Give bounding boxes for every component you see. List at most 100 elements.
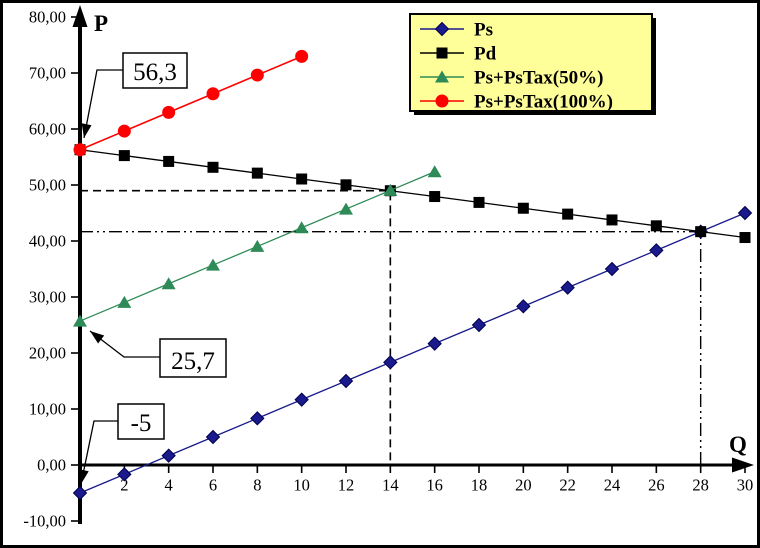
x-tick-label: 26 <box>648 476 665 495</box>
series-ps-pstax-50 <box>73 165 442 327</box>
annotation-56-3: 56,3 <box>81 52 188 139</box>
ps-marker <box>516 299 531 314</box>
pd-marker <box>517 202 529 214</box>
annotation-value: 56,3 <box>133 59 177 86</box>
x-tick-label: 6 <box>209 476 217 495</box>
ps-pstax-100-marker <box>250 68 264 82</box>
x-tick-label: 8 <box>253 476 261 495</box>
ps-line <box>79 212 746 494</box>
x-axis-arrow-icon <box>732 457 754 473</box>
y-tick-label: 80,00 <box>29 8 66 27</box>
ps-pstax-100-marker <box>162 105 176 119</box>
pd-marker <box>251 167 263 179</box>
axes: 80,00 70,00 60,00 50,00 40,00 30,00 2 0,00 10,00… <box>23 5 754 531</box>
legend: Ps Pd Ps+PsTax(50%) Ps+PsTax(100%) <box>409 13 656 115</box>
legend-item-ps-pstax-50: Ps+PsTax(50%) <box>420 68 603 89</box>
pd-marker <box>163 155 175 167</box>
annotation-arrow-icon <box>78 469 89 484</box>
legend-item-label: Ps+PsTax(100%) <box>474 92 613 113</box>
ps-marker <box>383 355 398 370</box>
x-tick-label: 24 <box>604 476 621 495</box>
ps-pstax-50-marker <box>383 183 398 196</box>
ps-marker <box>338 373 354 389</box>
ps-pstax-100-line <box>79 55 302 151</box>
ps-pstax-50-marker <box>161 277 176 290</box>
annotation-arrow-icon <box>90 331 105 344</box>
ps-pstax-50-marker <box>73 314 87 327</box>
pd-marker <box>207 161 219 173</box>
x-axis-title: Q <box>729 432 747 457</box>
series-pd <box>74 144 751 244</box>
pd-marker <box>429 191 441 203</box>
x-tick-label: 12 <box>338 476 355 495</box>
x-tick-label: 20 <box>515 476 532 495</box>
ps-marker <box>471 317 487 333</box>
x-tick-label: 30 <box>737 476 754 495</box>
x-tick-label: 14 <box>382 476 399 495</box>
annotation-leader-line <box>89 330 160 358</box>
legend-triangle-icon <box>435 70 449 83</box>
ps-marker <box>604 261 620 277</box>
legend-diamond-icon <box>434 21 450 37</box>
pd-line <box>79 149 746 239</box>
annotation-leader-line <box>83 69 123 139</box>
ps-pstax-50-marker <box>206 258 221 271</box>
legend-square-icon <box>436 47 448 59</box>
y-tick-label: 0,00 <box>37 456 66 475</box>
ps-pstax-50-marker <box>250 239 265 252</box>
ps-marker <box>294 392 309 407</box>
x-tick-label: 2 <box>120 476 128 495</box>
y-axis-arrow-icon <box>72 5 88 27</box>
y-tick-label: 50,00 <box>29 176 66 195</box>
ps-pstax-50-marker <box>294 221 309 234</box>
ps-pstax-100-marker <box>206 87 220 101</box>
ps-marker <box>250 411 265 426</box>
annotation-arrow-icon <box>81 123 92 138</box>
annotations: 56,3 25,7 -5 <box>78 52 227 485</box>
ps-marker <box>117 467 132 482</box>
ps-pstax-100-marker <box>117 124 131 138</box>
legend-item-label: Ps <box>474 20 493 41</box>
ps-pstax-100-marker <box>73 143 87 157</box>
x-tick-label: 16 <box>426 476 443 495</box>
annotation-value: 25,7 <box>171 348 215 375</box>
legend-item-ps-pstax-100: Ps+PsTax(100%) <box>420 92 613 113</box>
pd-marker <box>606 214 618 226</box>
series-ps <box>72 205 753 501</box>
annotation-leader-line <box>80 420 118 485</box>
annotation-box <box>117 403 165 440</box>
annotation-value: -5 <box>131 410 152 437</box>
legend-item-pd: Pd <box>420 44 497 65</box>
annotation-box <box>159 338 227 378</box>
y-tick-label: 10,00 <box>29 400 66 419</box>
ps-pstax-50-marker <box>339 202 354 215</box>
ps-marker <box>72 485 88 501</box>
legend-box <box>409 13 653 112</box>
x-tick-label: 28 <box>692 476 709 495</box>
y-tick-label: 60,00 <box>29 120 66 139</box>
ps-marker <box>161 448 176 463</box>
x-tick-label: 22 <box>559 476 576 495</box>
legend-item-label: Pd <box>474 44 497 65</box>
pd-marker <box>296 173 308 185</box>
legend-item-label: Ps+PsTax(50%) <box>474 68 603 89</box>
pd-marker <box>650 220 662 232</box>
ps-pstax-100-marker <box>295 49 309 63</box>
pd-marker <box>562 208 574 220</box>
y-tick-label: 70,00 <box>29 64 66 83</box>
series-ps-pstax-100 <box>73 49 309 157</box>
ps-marker <box>205 429 221 445</box>
pd-marker <box>340 179 352 191</box>
y-tick-label: -10,00 <box>23 512 66 531</box>
y-tick-label: 40,00 <box>29 232 66 251</box>
pd-marker <box>739 232 751 244</box>
ps-marker <box>737 205 753 221</box>
annotation-5: -5 <box>78 403 165 485</box>
y-tick-label: 30,00 <box>29 288 66 307</box>
ps-marker <box>649 243 664 258</box>
annotation-box <box>122 52 188 89</box>
legend-item-ps: Ps <box>420 20 493 41</box>
